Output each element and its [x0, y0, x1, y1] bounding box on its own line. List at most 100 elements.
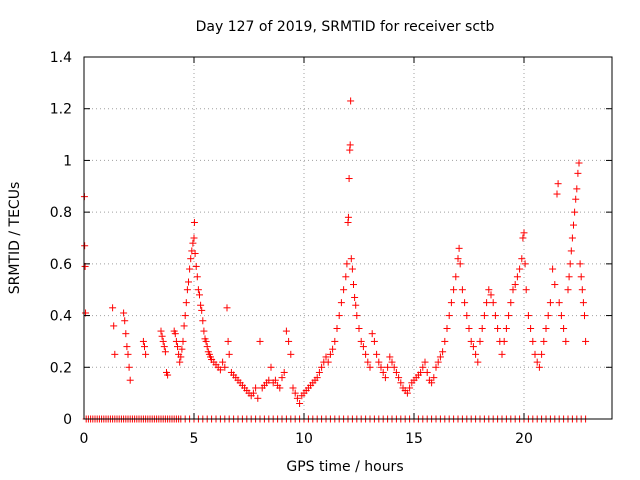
data-point — [200, 327, 208, 335]
data-point — [180, 322, 188, 330]
data-point — [375, 358, 383, 366]
data-point — [291, 389, 299, 397]
data-point — [379, 368, 387, 376]
data-point — [331, 337, 339, 345]
data-point — [194, 286, 202, 294]
data-point — [329, 345, 337, 353]
data-point — [395, 374, 403, 382]
data-point — [502, 325, 510, 332]
data-point — [196, 291, 203, 299]
y-tick-label: 0.2 — [50, 360, 72, 376]
data-point — [505, 312, 513, 320]
data-point — [126, 376, 134, 384]
data-point — [357, 337, 365, 345]
data-point — [564, 286, 572, 294]
data-point — [434, 358, 442, 366]
y-tick-label: 0.6 — [50, 257, 72, 273]
data-point — [342, 273, 350, 281]
data-point — [527, 325, 535, 332]
data-point — [181, 312, 189, 320]
data-point — [373, 350, 381, 358]
x-tick-label: 15 — [405, 431, 423, 447]
data-point — [160, 343, 168, 351]
data-point — [197, 301, 205, 309]
data-point — [254, 394, 262, 402]
data-point — [249, 389, 257, 397]
data-point — [123, 343, 131, 351]
data-point — [368, 330, 376, 338]
data-point — [293, 394, 301, 402]
data-point — [340, 286, 348, 294]
data-point — [346, 141, 354, 149]
data-point — [454, 255, 462, 263]
data-point — [533, 358, 541, 366]
data-point — [183, 286, 191, 294]
data-point — [351, 293, 359, 301]
data-point — [573, 185, 581, 193]
data-point — [555, 299, 563, 307]
data-point — [546, 299, 554, 307]
data-point — [202, 337, 210, 345]
data-point — [467, 337, 475, 345]
data-point — [171, 330, 179, 338]
data-point — [223, 304, 231, 312]
data-point — [397, 379, 405, 387]
data-point — [362, 350, 370, 358]
data-point — [500, 337, 508, 345]
data-point — [337, 299, 345, 307]
data-point — [190, 234, 198, 242]
data-point — [575, 159, 583, 167]
data-point — [529, 337, 537, 345]
data-point — [452, 273, 460, 281]
data-point — [568, 234, 576, 242]
data-point — [540, 337, 548, 345]
data-point — [343, 260, 351, 268]
data-point — [111, 350, 119, 358]
x-axis-label: GPS time / hours — [286, 459, 403, 475]
data-point — [381, 374, 389, 382]
data-point — [182, 299, 190, 307]
x-tick-label: 10 — [295, 431, 313, 447]
data-point — [566, 260, 574, 268]
data-point — [172, 337, 180, 345]
data-point — [582, 337, 590, 345]
data-point — [419, 363, 427, 371]
data-point — [450, 286, 458, 294]
data-point — [520, 229, 528, 237]
data-point — [186, 265, 194, 273]
data-point — [178, 345, 186, 353]
data-point — [187, 255, 195, 263]
data-point — [518, 255, 526, 263]
data-point — [522, 286, 530, 294]
y-tick-label: 1.4 — [50, 50, 72, 66]
data-point — [189, 239, 197, 247]
y-tick-label: 0 — [63, 412, 72, 428]
data-point — [578, 286, 586, 294]
data-point — [122, 330, 130, 338]
data-point — [455, 244, 463, 252]
data-point — [544, 312, 552, 320]
data-point — [511, 281, 519, 289]
grid-lines — [84, 57, 612, 419]
data-point — [469, 343, 477, 351]
data-point — [141, 343, 148, 351]
data-point — [345, 175, 353, 183]
data-point — [519, 234, 527, 242]
data-point — [364, 358, 372, 366]
data-point — [487, 291, 495, 299]
data-point — [177, 353, 185, 361]
data-point — [554, 180, 562, 188]
data-point — [498, 350, 506, 358]
data-point — [347, 97, 355, 105]
x-tick-label: 5 — [190, 431, 199, 447]
data-point — [285, 337, 293, 345]
data-point — [513, 273, 521, 281]
data-point — [174, 343, 181, 351]
data-point — [423, 368, 431, 376]
data-point — [392, 368, 400, 376]
data-point — [403, 389, 411, 397]
data-point — [551, 281, 559, 289]
data-point — [203, 343, 211, 351]
data-point — [572, 195, 580, 203]
